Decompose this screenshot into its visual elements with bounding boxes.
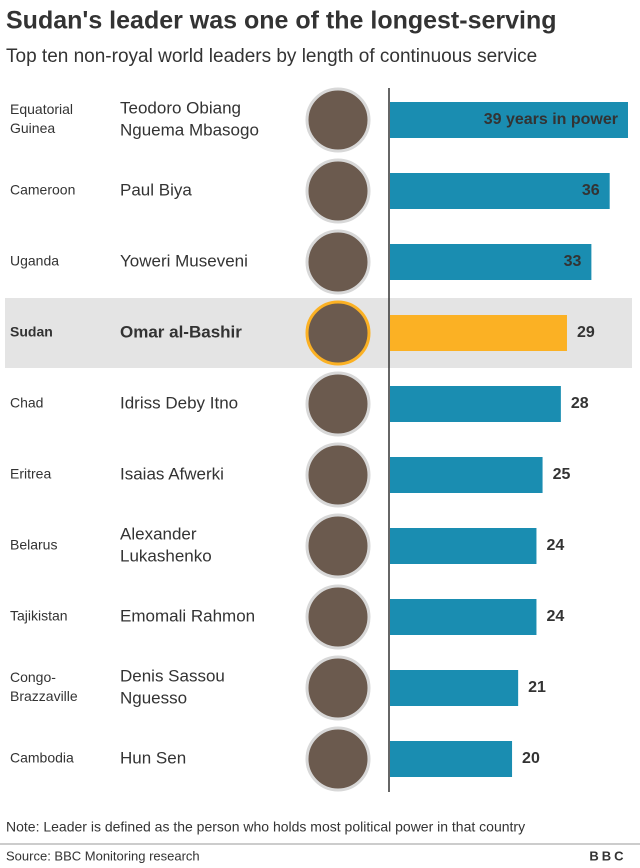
row-label: Nguesso xyxy=(120,688,187,707)
leader-photo xyxy=(305,300,371,366)
leader-photo xyxy=(305,513,371,579)
leader-photo xyxy=(305,371,371,437)
row-label: Nguema Mbasogo xyxy=(120,120,259,139)
value-label: 20 xyxy=(522,750,540,767)
row-label: Guinea xyxy=(10,120,55,136)
bar xyxy=(390,102,628,138)
row-label: Uganda xyxy=(10,253,59,269)
bar xyxy=(390,741,513,777)
leader-photo xyxy=(305,584,371,650)
bar xyxy=(390,315,567,351)
note: Note: Leader is defined as the person wh… xyxy=(6,819,525,835)
row-label: Lukashenko xyxy=(120,546,212,565)
bar xyxy=(390,457,543,493)
row-label: Paul Biya xyxy=(120,180,192,199)
bar xyxy=(390,386,561,422)
bar xyxy=(390,670,519,706)
row-label: Idriss Deby Itno xyxy=(120,393,238,412)
row-label: Denis Sassou xyxy=(120,666,225,685)
row-label: Belarus xyxy=(10,537,57,553)
row-label: Hun Sen xyxy=(120,748,186,767)
value-label: 24 xyxy=(546,537,564,554)
row-label: Cameroon xyxy=(10,182,75,198)
leader-photo xyxy=(305,158,371,224)
row-label: Isaias Afwerki xyxy=(120,464,224,483)
row-label: Congo- xyxy=(10,669,56,685)
logo: BBC xyxy=(589,848,626,863)
value-label: 24 xyxy=(546,608,564,625)
leader-photo xyxy=(305,229,371,295)
value-label: 39 years in power xyxy=(484,111,618,128)
row-label: Cambodia xyxy=(10,750,74,766)
row-label: Tajikistan xyxy=(10,608,68,624)
source: Source: BBC Monitoring research xyxy=(6,848,200,863)
value-label: 29 xyxy=(577,324,595,341)
row-label: Teodoro Obiang xyxy=(120,98,241,117)
bar xyxy=(390,244,592,280)
row-label: Equatorial xyxy=(10,101,73,117)
chart-subtitle: Top ten non-royal world leaders by lengt… xyxy=(6,46,537,67)
row-label: Yoweri Museveni xyxy=(120,251,248,270)
bar xyxy=(390,528,537,564)
row-label: Brazzaville xyxy=(10,688,78,704)
row-label: Emomali Rahmon xyxy=(120,606,255,625)
leader-photo xyxy=(305,726,371,792)
leader-photo xyxy=(305,442,371,508)
value-label: 28 xyxy=(571,395,589,412)
value-label: 33 xyxy=(564,253,582,270)
leader-photo xyxy=(305,87,371,153)
row-label: Alexander xyxy=(120,524,197,543)
chart-title: Sudan's leader was one of the longest-se… xyxy=(6,7,557,35)
row-label: Chad xyxy=(10,395,43,411)
row-label: Omar al-Bashir xyxy=(120,322,242,341)
bar xyxy=(390,173,610,209)
row-label: Eritrea xyxy=(10,466,51,482)
value-label: 25 xyxy=(553,466,571,483)
leader-photo xyxy=(305,655,371,721)
row-label: Sudan xyxy=(10,324,53,340)
value-label: 21 xyxy=(528,679,546,696)
bar xyxy=(390,599,537,635)
value-label: 36 xyxy=(582,182,600,199)
